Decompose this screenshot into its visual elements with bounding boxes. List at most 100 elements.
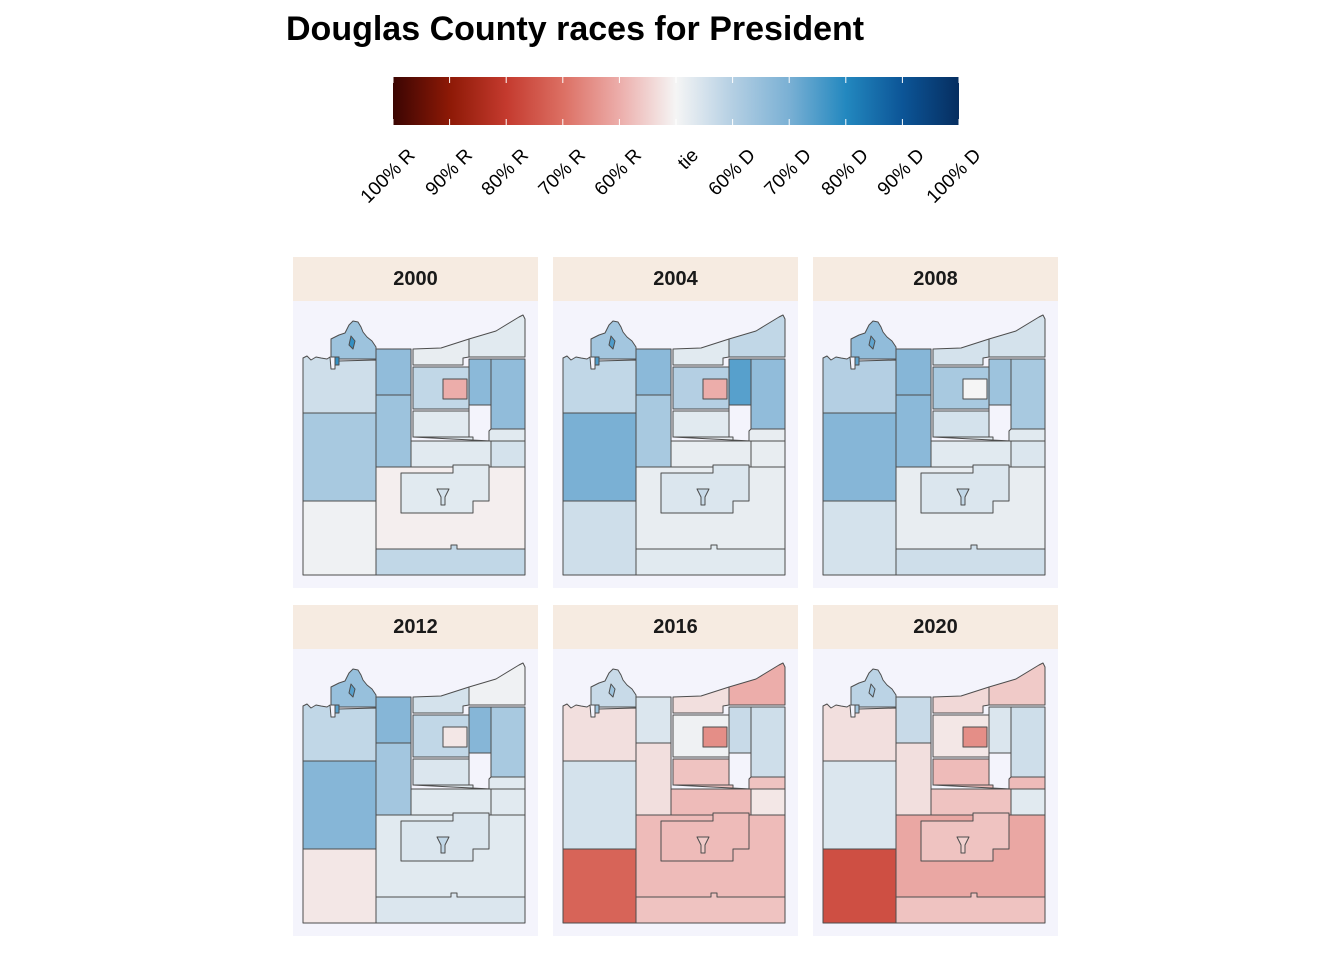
precinct-region-c3 [410,440,492,468]
map-area [553,301,798,588]
precinct-region-urban-c [702,378,728,400]
precinct-region-n2 [932,686,990,714]
precinct-region-s-south [375,892,526,924]
county-map [562,314,786,576]
precinct-region-ne2 [468,358,492,412]
precinct-region-ne1 [728,662,786,706]
precinct-region-s-south [635,892,786,924]
precinct-region-c-mid [895,742,932,816]
map-area [293,649,538,936]
map-area [813,649,1058,936]
precinct-region-urban-c [962,378,988,400]
precinct-region-s-south [635,544,786,576]
precinct-region-ne2 [728,358,752,412]
precinct-region-sw [302,848,377,924]
map-panel: 2000 [293,257,538,588]
precinct-region-sc-notch [696,488,710,506]
legend-tick-label: 80% D [817,145,873,201]
precinct-region-w-mid [302,760,377,850]
precinct-region-ne3 [750,706,786,778]
precinct-region-urban-c [702,726,728,748]
precinct-region-c3 [410,788,492,816]
precinct-region-w-mid [822,760,897,850]
precinct-region-w-mid [562,760,637,850]
precinct-region-ne1 [468,662,526,706]
precinct-region-c1 [932,758,990,786]
precinct-region-ne3 [1010,358,1046,430]
precinct-region-urban-c [442,726,468,748]
precinct-region-sc-notch [696,836,710,854]
precinct-region-c-mid [375,394,412,468]
precinct-region-ne2 [988,358,1012,412]
map-panel: 2004 [553,257,798,588]
precinct-region-sc-notch [436,488,450,506]
precinct-region-sc-notch [956,836,970,854]
map-area [813,301,1058,588]
panel-year-label: 2000 [293,257,538,301]
legend-tick-label: 80% R [477,145,534,201]
precinct-region-c1 [932,410,990,438]
county-map [302,314,526,576]
precinct-region-s-south [895,892,1046,924]
precinct-region-c-mid [635,742,672,816]
precinct-region-north-spit [594,683,616,714]
map-panel: 2008 [813,257,1058,588]
precinct-region-c1 [672,758,730,786]
precinct-region-north-spit [594,335,616,366]
legend-tick-label: 100% D [922,145,986,208]
precinct-region-sw [822,848,897,924]
precinct-region-ne1 [728,314,786,358]
precinct-region-n1 [895,348,932,396]
map-area [293,301,538,588]
precinct-region-n1 [635,348,672,396]
precinct-region-n1 [635,696,672,744]
legend-tick-label: tie [673,145,703,175]
map-panel: 2016 [553,605,798,936]
precinct-region-sw [562,848,637,924]
precinct-region-sc-notch [956,488,970,506]
precinct-region-urban-c [442,378,468,400]
panel-year-label: 2008 [813,257,1058,301]
precinct-region-sw [562,500,637,576]
precinct-region-n1 [895,696,932,744]
precinct-region-n1 [375,348,412,396]
precinct-region-c1 [412,758,470,786]
precinct-region-ne3 [1010,706,1046,778]
legend-tick-label: 90% R [421,145,477,201]
precinct-region-n2 [932,338,990,366]
color-legend-bar [393,77,959,125]
precinct-region-c3 [930,440,1012,468]
precinct-region-sw [302,500,377,576]
panel-year-label: 2012 [293,605,538,649]
map-panel: 2012 [293,605,538,936]
precinct-region-ne1 [988,314,1046,358]
precinct-region-ne2 [468,706,492,760]
precinct-region-n2 [412,686,470,714]
precinct-region-north-spit [854,683,876,714]
precinct-region-ne1 [468,314,526,358]
legend-tick-label: 100% R [356,145,420,208]
precinct-region-c1 [672,410,730,438]
precinct-region-ne2 [988,706,1012,760]
panel-year-label: 2020 [813,605,1058,649]
county-map [302,662,526,924]
precinct-region-n2 [672,338,730,366]
page-title: Douglas County races for President [286,10,865,48]
precinct-region-s-south [375,544,526,576]
precinct-region-north-spit [854,335,876,366]
precinct-region-c1 [412,410,470,438]
precinct-region-north-spit [334,683,356,714]
county-map [562,662,786,924]
precinct-region-n1 [375,696,412,744]
legend-tick-label: 60% D [704,145,760,201]
precinct-region-c3 [930,788,1012,816]
county-map [822,314,1046,576]
panel-year-label: 2004 [553,257,798,301]
precinct-region-sc-notch [436,836,450,854]
precinct-region-w-mid [562,412,637,502]
precinct-region-n2 [412,338,470,366]
legend-tick-label: 70% R [534,145,590,201]
precinct-region-c3 [670,440,752,468]
precinct-region-c-mid [375,742,412,816]
map-area [553,649,798,936]
